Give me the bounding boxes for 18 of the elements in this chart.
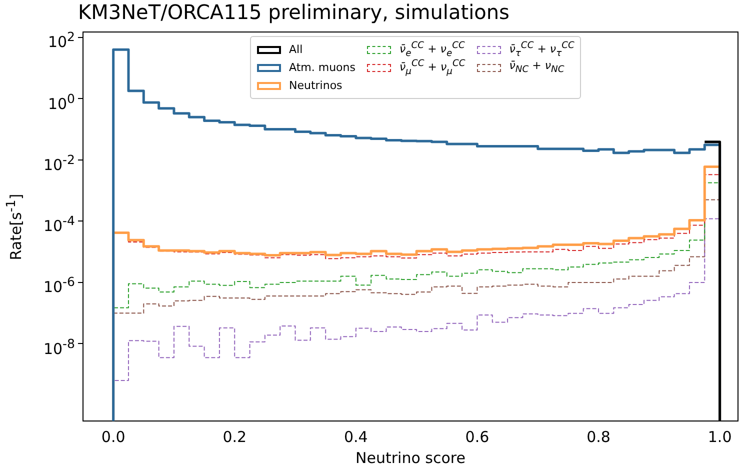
x-tick-label: 0.4 bbox=[344, 428, 368, 446]
y-tick-label: 10$^{0}$ bbox=[48, 90, 75, 113]
chart-title: KM3NeT/ORCA115 preliminary, simulations bbox=[78, 0, 510, 24]
x-tick-label: 1.0 bbox=[708, 428, 732, 446]
y-tick-label: 10$^{-2}$ bbox=[43, 150, 75, 174]
x-tick-label: 0.8 bbox=[586, 428, 610, 446]
x-tick-label: 0.0 bbox=[101, 428, 126, 446]
x-tick-label: 0.6 bbox=[465, 428, 490, 446]
x-tick-label: 0.2 bbox=[222, 428, 247, 446]
y-tick-label: 10$^{-8}$ bbox=[43, 334, 75, 358]
legend-label: Atm. muons bbox=[289, 61, 356, 74]
x-axis-title: Neutrino score bbox=[356, 448, 466, 467]
legend-label: All bbox=[289, 43, 303, 56]
y-tick-label: 10$^{-6}$ bbox=[43, 273, 75, 296]
legend-label: Neutrinos bbox=[289, 79, 342, 92]
y-tick-label: 10$^{-4}$ bbox=[43, 212, 75, 236]
y-tick-label: 10$^{2}$ bbox=[48, 28, 75, 52]
legend-label: ν̄$_{NC}$ + ν$_{NC}$ bbox=[509, 59, 564, 76]
